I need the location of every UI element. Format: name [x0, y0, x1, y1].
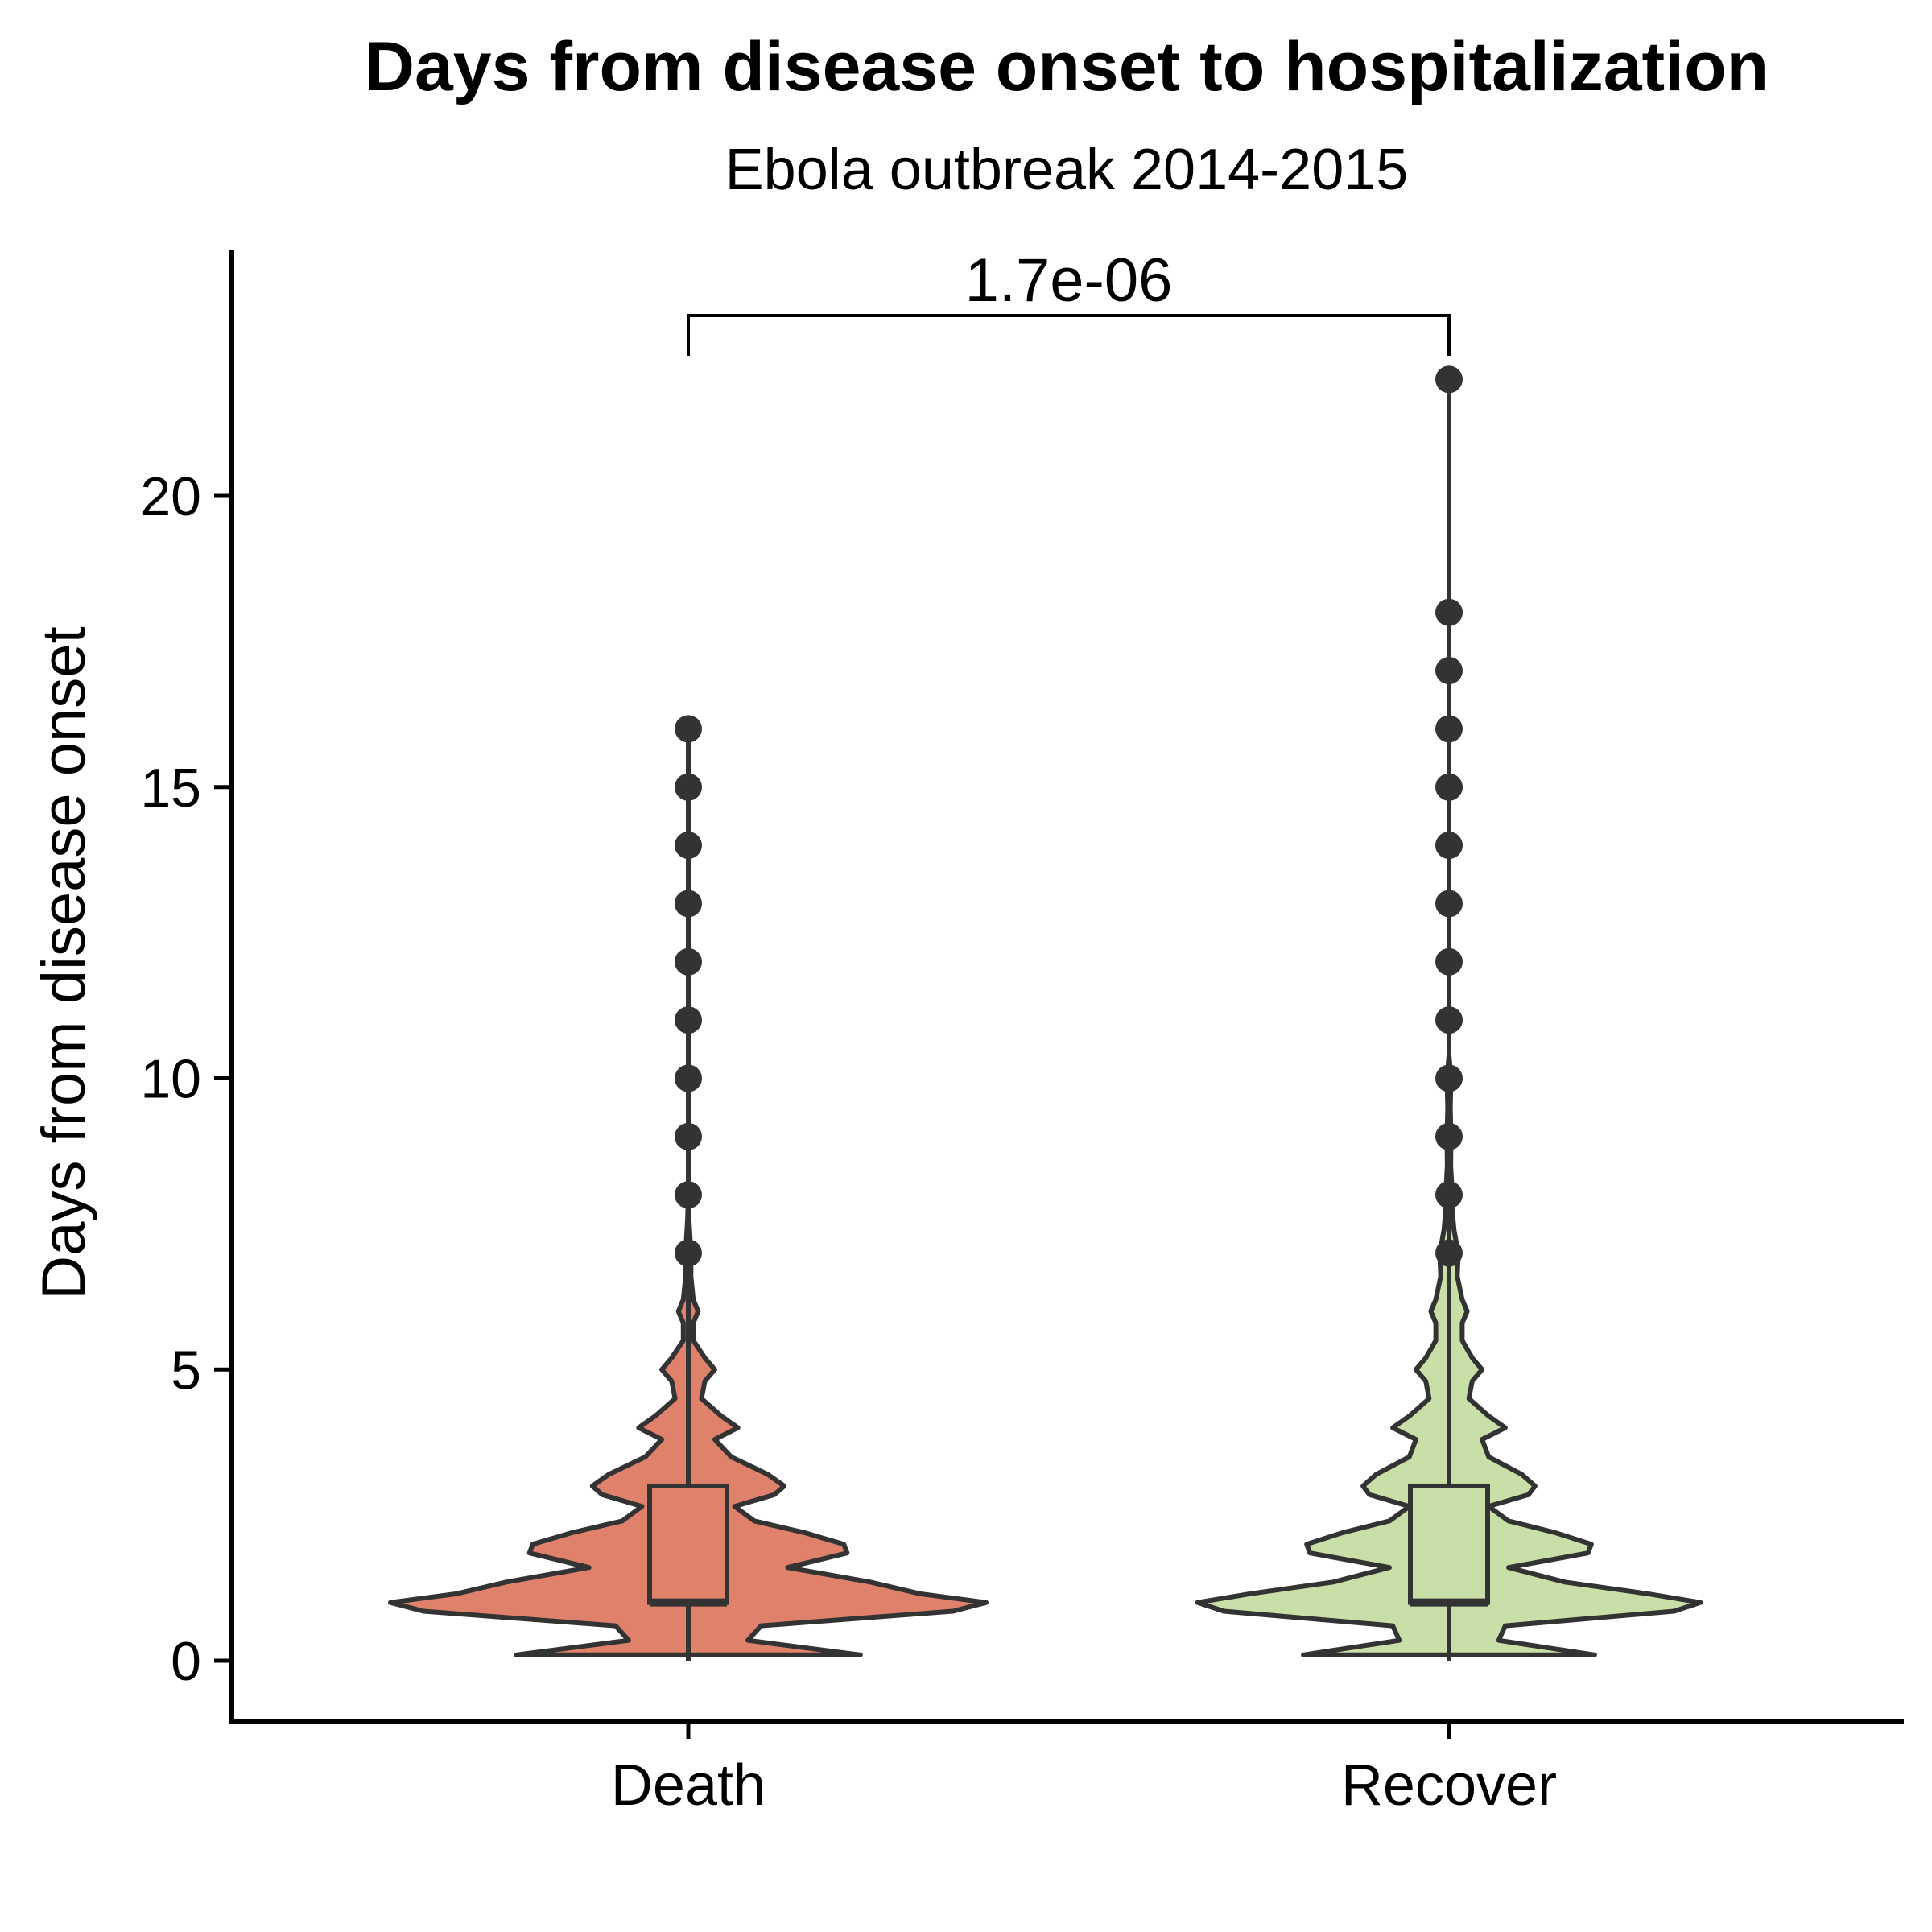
- group-death-outlier-point: [675, 1006, 702, 1034]
- group-recover-box: [1408, 1483, 1490, 1605]
- group-recover-outlier-point: [1435, 1181, 1463, 1209]
- y-tick-label: 0: [171, 1631, 201, 1692]
- group-death-outlier-point: [675, 947, 702, 976]
- group-death-outlier-point: [675, 1239, 702, 1267]
- group-recover-outlier-point: [1435, 657, 1463, 685]
- group-recover-outlier-point: [1435, 832, 1463, 860]
- group-recover-outlier-point: [1435, 890, 1463, 918]
- chart-title: Days from disease onset to hospitalizati…: [365, 28, 1769, 105]
- group-recover-outlier-point: [1435, 1064, 1463, 1092]
- chart-subtitle: Ebola outbreak 2014-2015: [725, 138, 1409, 202]
- group-recover-outlier-point: [1435, 1122, 1463, 1150]
- x-tick-label: Death: [611, 1753, 766, 1818]
- group-recover-outlier-point: [1435, 1239, 1463, 1267]
- group-death-outlier-point: [675, 890, 702, 918]
- axes: 0 5 10 15 20 Death Recover Days from disease on…: [30, 246, 1904, 1818]
- group-death-outlier-point: [675, 715, 702, 743]
- y-tick-label: 15: [140, 758, 201, 819]
- comparison-p-value: 1.7e-06: [965, 246, 1173, 315]
- group-death-outlier-point: [675, 832, 702, 860]
- group-death-box: [647, 1483, 729, 1605]
- group-recover-outlier-point: [1435, 365, 1463, 394]
- x-tick-label: Recover: [1341, 1753, 1557, 1818]
- group-recover-outlier-point: [1435, 947, 1463, 976]
- y-tick-label: 20: [140, 466, 201, 527]
- group-death-outlier-point: [675, 773, 702, 801]
- group-death-outlier-point: [675, 1181, 702, 1209]
- comparison-bracket: [687, 314, 1451, 356]
- y-axis-label: Days from disease onset: [30, 626, 98, 1299]
- group-recover-outlier-point: [1435, 598, 1463, 626]
- group-recover-outlier-point: [1435, 773, 1463, 801]
- group-death-outlier-point: [675, 1064, 702, 1092]
- group-recover-outlier-point: [1435, 715, 1463, 743]
- y-tick-label: 5: [171, 1340, 201, 1401]
- group-recover-outlier-point: [1435, 1006, 1463, 1034]
- plot-area: [388, 365, 1703, 1661]
- y-tick-label: 10: [140, 1049, 201, 1110]
- group-death-outlier-point: [675, 1122, 702, 1150]
